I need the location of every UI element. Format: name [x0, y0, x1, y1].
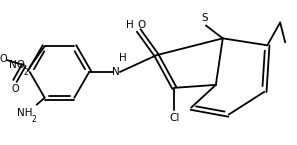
Text: O: O: [138, 20, 146, 30]
Text: NH: NH: [17, 108, 33, 118]
Text: NO: NO: [9, 60, 25, 70]
Text: N: N: [112, 67, 120, 77]
Text: H: H: [119, 53, 127, 63]
Text: O: O: [0, 54, 7, 64]
Text: Cl: Cl: [169, 113, 179, 123]
Text: S: S: [202, 13, 208, 23]
Text: H: H: [126, 20, 134, 30]
Text: 2: 2: [31, 115, 36, 124]
Text: 2: 2: [23, 68, 28, 77]
Text: O: O: [11, 84, 19, 94]
